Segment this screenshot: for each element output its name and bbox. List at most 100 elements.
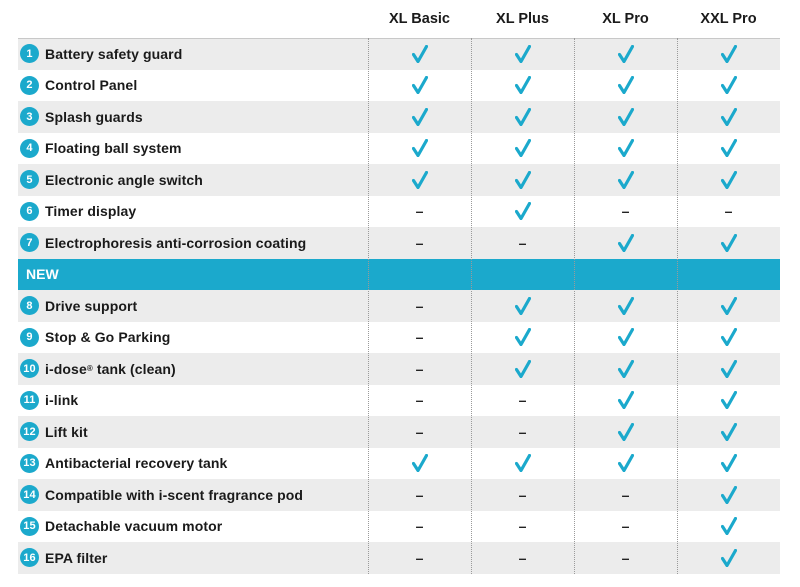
- check-icon: [471, 196, 574, 228]
- feature-cell: 4 Floating ball system: [18, 133, 368, 165]
- feature-label: Drive support: [45, 297, 138, 314]
- not-included-dash: –: [415, 486, 424, 503]
- feature-label: Antibacterial recovery tank: [45, 455, 228, 472]
- check-icon: [471, 353, 574, 385]
- feature-cell: 1 Battery safety guard: [18, 38, 368, 70]
- not-included-dash: –: [621, 518, 630, 535]
- not-included-dash: –: [621, 486, 630, 503]
- section-header-new: NEW: [18, 258, 780, 290]
- feature-label: Splash guards: [45, 108, 143, 125]
- feature-number-badge: 10: [20, 359, 39, 379]
- check-icon: [368, 70, 471, 102]
- feature-cell: 13 Antibacterial recovery tank: [18, 448, 368, 480]
- feature-number-badge: 12: [20, 422, 39, 442]
- check-icon: [677, 38, 780, 70]
- table-row: 12 Lift kit – –: [18, 416, 780, 448]
- not-included-dash: –: [518, 234, 527, 251]
- feature-label: i-link: [45, 392, 79, 409]
- table-row: 5 Electronic angle switch: [18, 164, 780, 196]
- feature-cell: 9 Stop & Go Parking: [18, 322, 368, 354]
- table-row: 6 Timer display – – –: [18, 196, 780, 228]
- table-header: XL Basic XL Plus XL Pro XXL Pro: [18, 0, 780, 38]
- check-icon: [677, 479, 780, 511]
- check-icon: [574, 290, 677, 322]
- check-icon: [368, 448, 471, 480]
- check-icon: [574, 133, 677, 165]
- check-icon: [677, 290, 780, 322]
- table-row: 8 Drive support –: [18, 290, 780, 322]
- check-icon: [471, 448, 574, 480]
- not-included-dash: –: [415, 203, 424, 220]
- check-icon: [677, 101, 780, 133]
- table-row: 1 Battery safety guard: [18, 38, 780, 70]
- not-included-dash: –: [518, 423, 527, 440]
- feature-label: Battery safety guard: [45, 45, 183, 62]
- feature-number-badge: 15: [20, 516, 39, 536]
- not-included-dash: –: [415, 518, 424, 535]
- check-icon: [471, 164, 574, 196]
- check-icon: [677, 542, 780, 574]
- check-icon: [677, 227, 780, 259]
- not-included-dash: –: [415, 297, 424, 314]
- not-included-dash: –: [518, 392, 527, 409]
- check-icon: [471, 322, 574, 354]
- feature-cell: 6 Timer display: [18, 196, 368, 228]
- feature-number-badge: 6: [20, 201, 39, 221]
- not-included-dash: –: [621, 549, 630, 566]
- feature-label: Control Panel: [45, 77, 138, 94]
- column-header-xl-plus: XL Plus: [496, 11, 549, 27]
- feature-number-badge: 11: [20, 390, 39, 410]
- table-body: 1 Battery safety guard 2 Control Panel 3 Spla…: [18, 38, 780, 574]
- feature-number-badge: 3: [20, 107, 39, 127]
- not-included-dash: –: [415, 549, 424, 566]
- feature-number-badge: 2: [20, 75, 39, 95]
- feature-number-badge: 5: [20, 170, 39, 190]
- not-included-dash: –: [415, 423, 424, 440]
- table-row: 10 i-dose ® tank (clean) –: [18, 353, 780, 385]
- header-divider: [18, 38, 780, 39]
- check-icon: [677, 322, 780, 354]
- check-icon: [574, 385, 677, 417]
- column-header-xxl-pro: XXL Pro: [700, 11, 757, 27]
- check-icon: [677, 133, 780, 165]
- check-icon: [574, 448, 677, 480]
- feature-label: Electrophoresis anti-corrosion coating: [45, 234, 307, 251]
- not-included-dash: –: [724, 203, 733, 220]
- feature-label: Stop & Go Parking: [45, 329, 171, 346]
- feature-label: Electronic angle switch: [45, 171, 203, 188]
- feature-number-badge: 1: [20, 44, 39, 64]
- feature-label: EPA filter: [45, 549, 108, 566]
- column-divider: [471, 38, 472, 574]
- feature-label: Timer display: [45, 203, 137, 220]
- not-included-dash: –: [415, 360, 424, 377]
- not-included-dash: –: [415, 329, 424, 346]
- check-icon: [677, 164, 780, 196]
- check-icon: [574, 322, 677, 354]
- check-icon: [574, 353, 677, 385]
- check-icon: [574, 101, 677, 133]
- check-icon: [368, 38, 471, 70]
- feature-cell: 11 i-link: [18, 385, 368, 417]
- check-icon: [677, 70, 780, 102]
- feature-cell: 16 EPA filter: [18, 542, 368, 574]
- check-icon: [677, 385, 780, 417]
- not-included-dash: –: [518, 518, 527, 535]
- not-included-dash: –: [415, 234, 424, 251]
- column-divider: [368, 38, 369, 574]
- table-row: 2 Control Panel: [18, 70, 780, 102]
- feature-cell: 8 Drive support: [18, 290, 368, 322]
- column-divider: [677, 38, 678, 574]
- check-icon: [471, 38, 574, 70]
- feature-number-badge: 8: [20, 296, 39, 316]
- check-icon: [368, 164, 471, 196]
- check-icon: [677, 448, 780, 480]
- table-row: 14 Compatible with i-scent fragrance pod –…: [18, 479, 780, 511]
- feature-cell: 2 Control Panel: [18, 70, 368, 102]
- feature-cell: 10 i-dose ® tank (clean): [18, 353, 368, 385]
- feature-label: Floating ball system: [45, 140, 182, 157]
- section-label: NEW: [26, 266, 59, 283]
- feature-cell: 5 Electronic angle switch: [18, 164, 368, 196]
- feature-cell: 3 Splash guards: [18, 101, 368, 133]
- check-icon: [471, 70, 574, 102]
- feature-number-badge: 16: [20, 548, 39, 568]
